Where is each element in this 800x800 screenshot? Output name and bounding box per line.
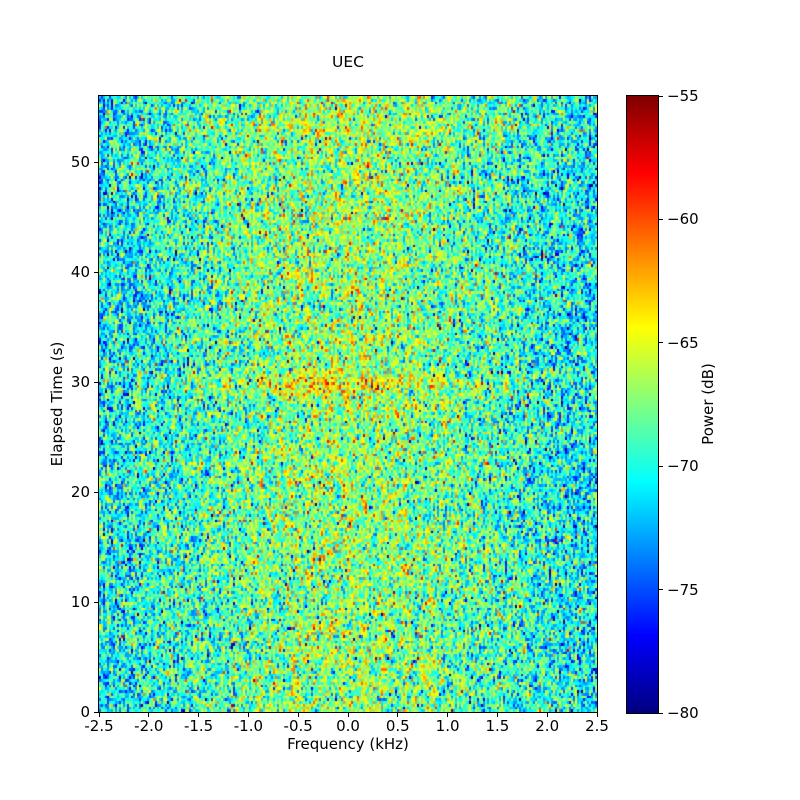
y-tick-label: 10 <box>70 593 90 611</box>
x-tick-mark <box>596 713 598 717</box>
x-tick-mark <box>397 713 399 717</box>
x-tick-mark <box>297 713 299 717</box>
x-tick-label: -2.0 <box>134 717 164 735</box>
colorbar-tick-mark <box>659 95 663 97</box>
colorbar-tick-mark <box>659 712 663 714</box>
y-tick-mark <box>94 711 98 713</box>
colorbar-tick-label: −80 <box>667 704 699 722</box>
colorbar-label: Power (dB) <box>699 363 717 445</box>
y-tick-label: 20 <box>70 483 90 501</box>
y-tick-label: 0 <box>80 703 90 721</box>
colorbar-tick-mark <box>659 589 663 591</box>
x-tick-mark <box>98 713 100 717</box>
y-tick-mark <box>94 381 98 383</box>
colorbar-tick-mark <box>659 465 663 467</box>
x-tick-label: -2.5 <box>84 717 114 735</box>
x-tick-label: -0.5 <box>283 717 313 735</box>
x-tick-mark <box>347 713 349 717</box>
y-tick-label: 30 <box>70 373 90 391</box>
x-tick-mark <box>496 713 498 717</box>
x-tick-label: 1.0 <box>435 717 460 735</box>
plot-frame <box>98 95 598 713</box>
colorbar-tick-mark <box>659 342 663 344</box>
x-tick-mark <box>546 713 548 717</box>
colorbar <box>626 95 659 714</box>
x-tick-mark <box>198 713 200 717</box>
colorbar-tick-mark <box>659 218 663 220</box>
y-tick-label: 50 <box>70 153 90 171</box>
y-tick-mark <box>94 491 98 493</box>
x-tick-label: 0.5 <box>385 717 410 735</box>
y-axis-label: Elapsed Time (s) <box>48 341 66 467</box>
x-tick-mark <box>148 713 150 717</box>
x-tick-label: 2.0 <box>535 717 560 735</box>
spectrogram-heatmap <box>99 96 597 712</box>
colorbar-tick-label: −55 <box>667 87 699 105</box>
y-tick-mark <box>94 271 98 273</box>
y-tick-label: 40 <box>70 263 90 281</box>
x-axis-label: Frequency (kHz) <box>287 735 409 753</box>
y-tick-mark <box>94 161 98 163</box>
x-tick-label: -1.5 <box>183 717 214 735</box>
colorbar-tick-label: −75 <box>667 580 699 599</box>
x-tick-label: 0.0 <box>336 717 360 735</box>
colorbar-tick-label: −70 <box>667 457 699 476</box>
colorbar-tick-label: −60 <box>667 210 699 229</box>
x-tick-label: 2.5 <box>585 717 609 735</box>
x-tick-label: -1.0 <box>233 717 264 735</box>
x-tick-label: 1.5 <box>485 717 510 735</box>
x-tick-mark <box>447 713 449 717</box>
x-tick-mark <box>247 713 249 717</box>
chart-title: UEC <box>332 53 364 71</box>
colorbar-tick-label: −65 <box>667 333 699 352</box>
y-tick-mark <box>94 601 98 603</box>
